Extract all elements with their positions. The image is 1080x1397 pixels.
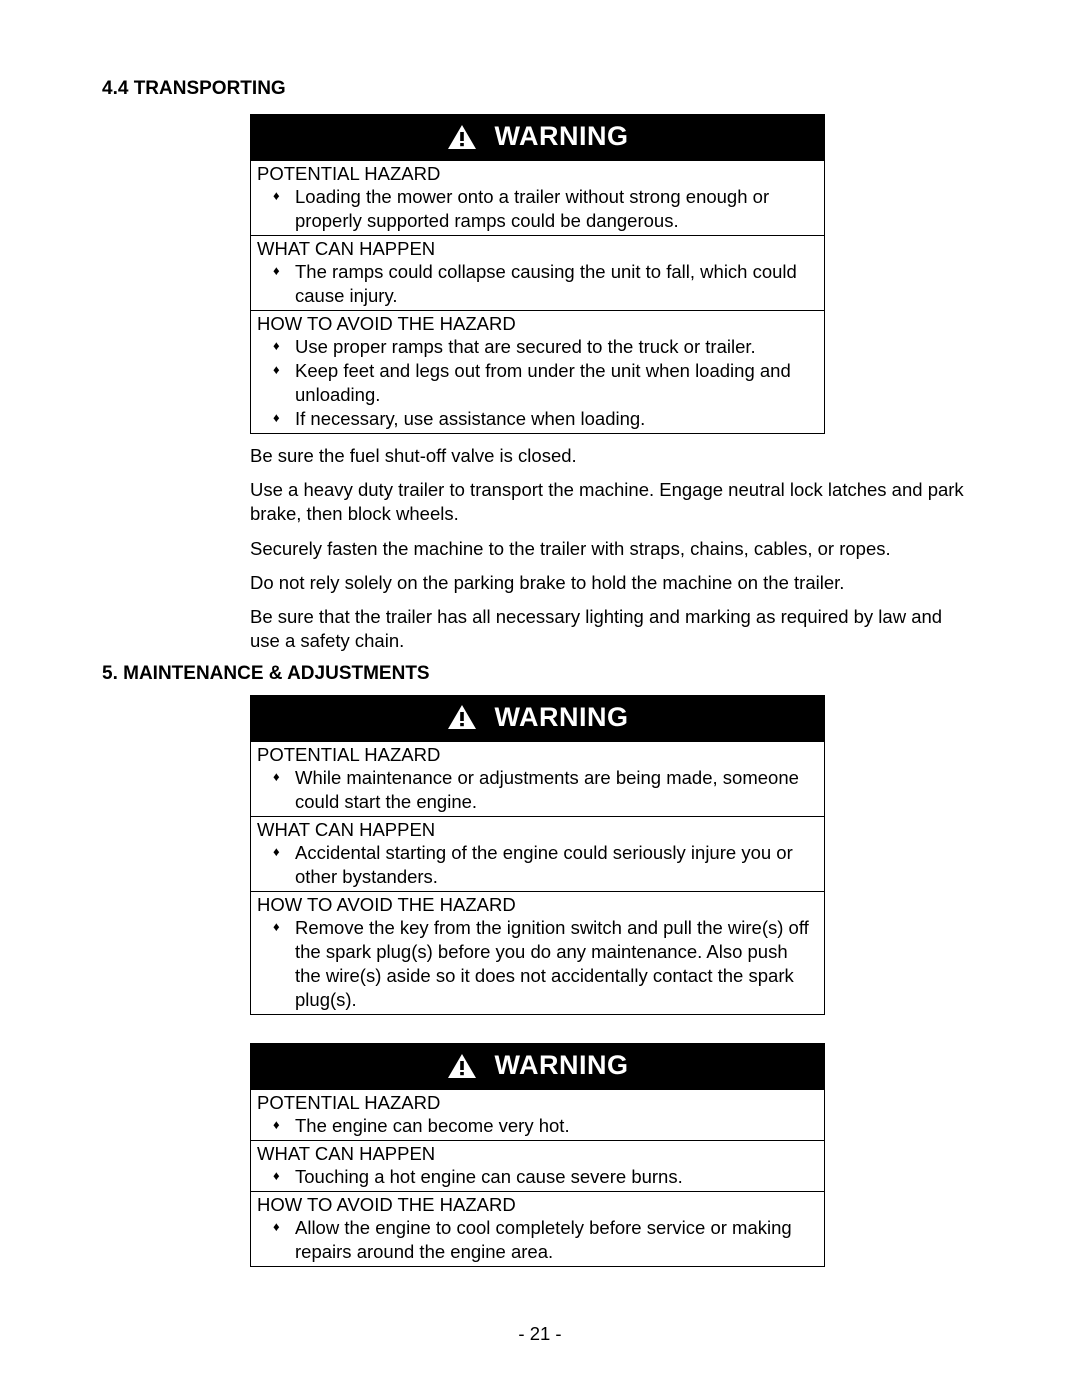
heading-5: 5. MAINTENANCE & ADJUSTMENTS bbox=[102, 663, 978, 685]
bullet-item: The ramps could collapse causing the uni… bbox=[295, 260, 818, 308]
warning-box-2: WARNING POTENTIAL HAZARD While maintenan… bbox=[250, 695, 825, 1015]
warning-section-how-to-avoid: HOW TO AVOID THE HAZARD Allow the engine… bbox=[251, 1191, 824, 1266]
bullet-item: Allow the engine to cool completely befo… bbox=[295, 1216, 818, 1264]
body-paragraph: Securely fasten the machine to the trail… bbox=[250, 537, 970, 561]
what-can-happen-title: WHAT CAN HAPPEN bbox=[257, 238, 818, 260]
warning-title: WARNING bbox=[495, 702, 629, 733]
bullet-item: Remove the key from the ignition switch … bbox=[295, 916, 818, 1012]
warning-section-potential-hazard: POTENTIAL HAZARD Loading the mower onto … bbox=[251, 160, 824, 235]
warning-header: WARNING bbox=[251, 1044, 824, 1089]
warning-box-3: WARNING POTENTIAL HAZARD The engine can … bbox=[250, 1043, 825, 1267]
what-can-happen-title: WHAT CAN HAPPEN bbox=[257, 1143, 818, 1165]
bullet-item: The engine can become very hot. bbox=[295, 1114, 818, 1138]
alert-triangle-icon bbox=[447, 704, 477, 730]
bullet-item: Use proper ramps that are secured to the… bbox=[295, 335, 818, 359]
bullet-list: Touching a hot engine can cause severe b… bbox=[257, 1165, 818, 1189]
bullet-item: Touching a hot engine can cause severe b… bbox=[295, 1165, 818, 1189]
potential-hazard-title: POTENTIAL HAZARD bbox=[257, 163, 818, 185]
body-paragraphs: Be sure the fuel shut-off valve is close… bbox=[250, 444, 970, 652]
bullet-list: The ramps could collapse causing the uni… bbox=[257, 260, 818, 308]
potential-hazard-title: POTENTIAL HAZARD bbox=[257, 744, 818, 766]
warning-section-what-can-happen: WHAT CAN HAPPEN Accidental starting of t… bbox=[251, 816, 824, 891]
body-paragraph: Be sure that the trailer has all necessa… bbox=[250, 605, 970, 653]
warning-box-1: WARNING POTENTIAL HAZARD Loading the mow… bbox=[250, 114, 825, 434]
bullet-list: Remove the key from the ignition switch … bbox=[257, 916, 818, 1012]
warning-title: WARNING bbox=[495, 1050, 629, 1081]
alert-triangle-icon bbox=[447, 1053, 477, 1079]
bullet-list: Allow the engine to cool completely befo… bbox=[257, 1216, 818, 1264]
warning-section-potential-hazard: POTENTIAL HAZARD While maintenance or ad… bbox=[251, 741, 824, 816]
what-can-happen-title: WHAT CAN HAPPEN bbox=[257, 819, 818, 841]
bullet-list: The engine can become very hot. bbox=[257, 1114, 818, 1138]
bullet-item: Loading the mower onto a trailer without… bbox=[295, 185, 818, 233]
warning-section-potential-hazard: POTENTIAL HAZARD The engine can become v… bbox=[251, 1089, 824, 1140]
warning-section-how-to-avoid: HOW TO AVOID THE HAZARD Use proper ramps… bbox=[251, 310, 824, 433]
bullet-list: While maintenance or adjustments are bei… bbox=[257, 766, 818, 814]
potential-hazard-title: POTENTIAL HAZARD bbox=[257, 1092, 818, 1114]
warning-header: WARNING bbox=[251, 115, 824, 160]
bullet-list: Use proper ramps that are secured to the… bbox=[257, 335, 818, 431]
how-to-avoid-title: HOW TO AVOID THE HAZARD bbox=[257, 313, 818, 335]
spacer bbox=[102, 1025, 978, 1043]
warning-title: WARNING bbox=[495, 121, 629, 152]
how-to-avoid-title: HOW TO AVOID THE HAZARD bbox=[257, 1194, 818, 1216]
warning-section-how-to-avoid: HOW TO AVOID THE HAZARD Remove the key f… bbox=[251, 891, 824, 1014]
warning-header: WARNING bbox=[251, 696, 824, 741]
body-paragraph: Do not rely solely on the parking brake … bbox=[250, 571, 970, 595]
body-paragraph: Be sure the fuel shut-off valve is close… bbox=[250, 444, 970, 468]
alert-triangle-icon bbox=[447, 124, 477, 150]
warning-section-what-can-happen: WHAT CAN HAPPEN The ramps could collapse… bbox=[251, 235, 824, 310]
bullet-list: Accidental starting of the engine could … bbox=[257, 841, 818, 889]
bullet-item: Keep feet and legs out from under the un… bbox=[295, 359, 818, 407]
how-to-avoid-title: HOW TO AVOID THE HAZARD bbox=[257, 894, 818, 916]
body-paragraph: Use a heavy duty trailer to transport th… bbox=[250, 478, 970, 526]
page-number: - 21 - bbox=[0, 1323, 1080, 1345]
heading-4-4: 4.4 TRANSPORTING bbox=[102, 78, 978, 100]
warning-section-what-can-happen: WHAT CAN HAPPEN Touching a hot engine ca… bbox=[251, 1140, 824, 1191]
bullet-item: If necessary, use assistance when loadin… bbox=[295, 407, 818, 431]
bullet-list: Loading the mower onto a trailer without… bbox=[257, 185, 818, 233]
bullet-item: While maintenance or adjustments are bei… bbox=[295, 766, 818, 814]
bullet-item: Accidental starting of the engine could … bbox=[295, 841, 818, 889]
